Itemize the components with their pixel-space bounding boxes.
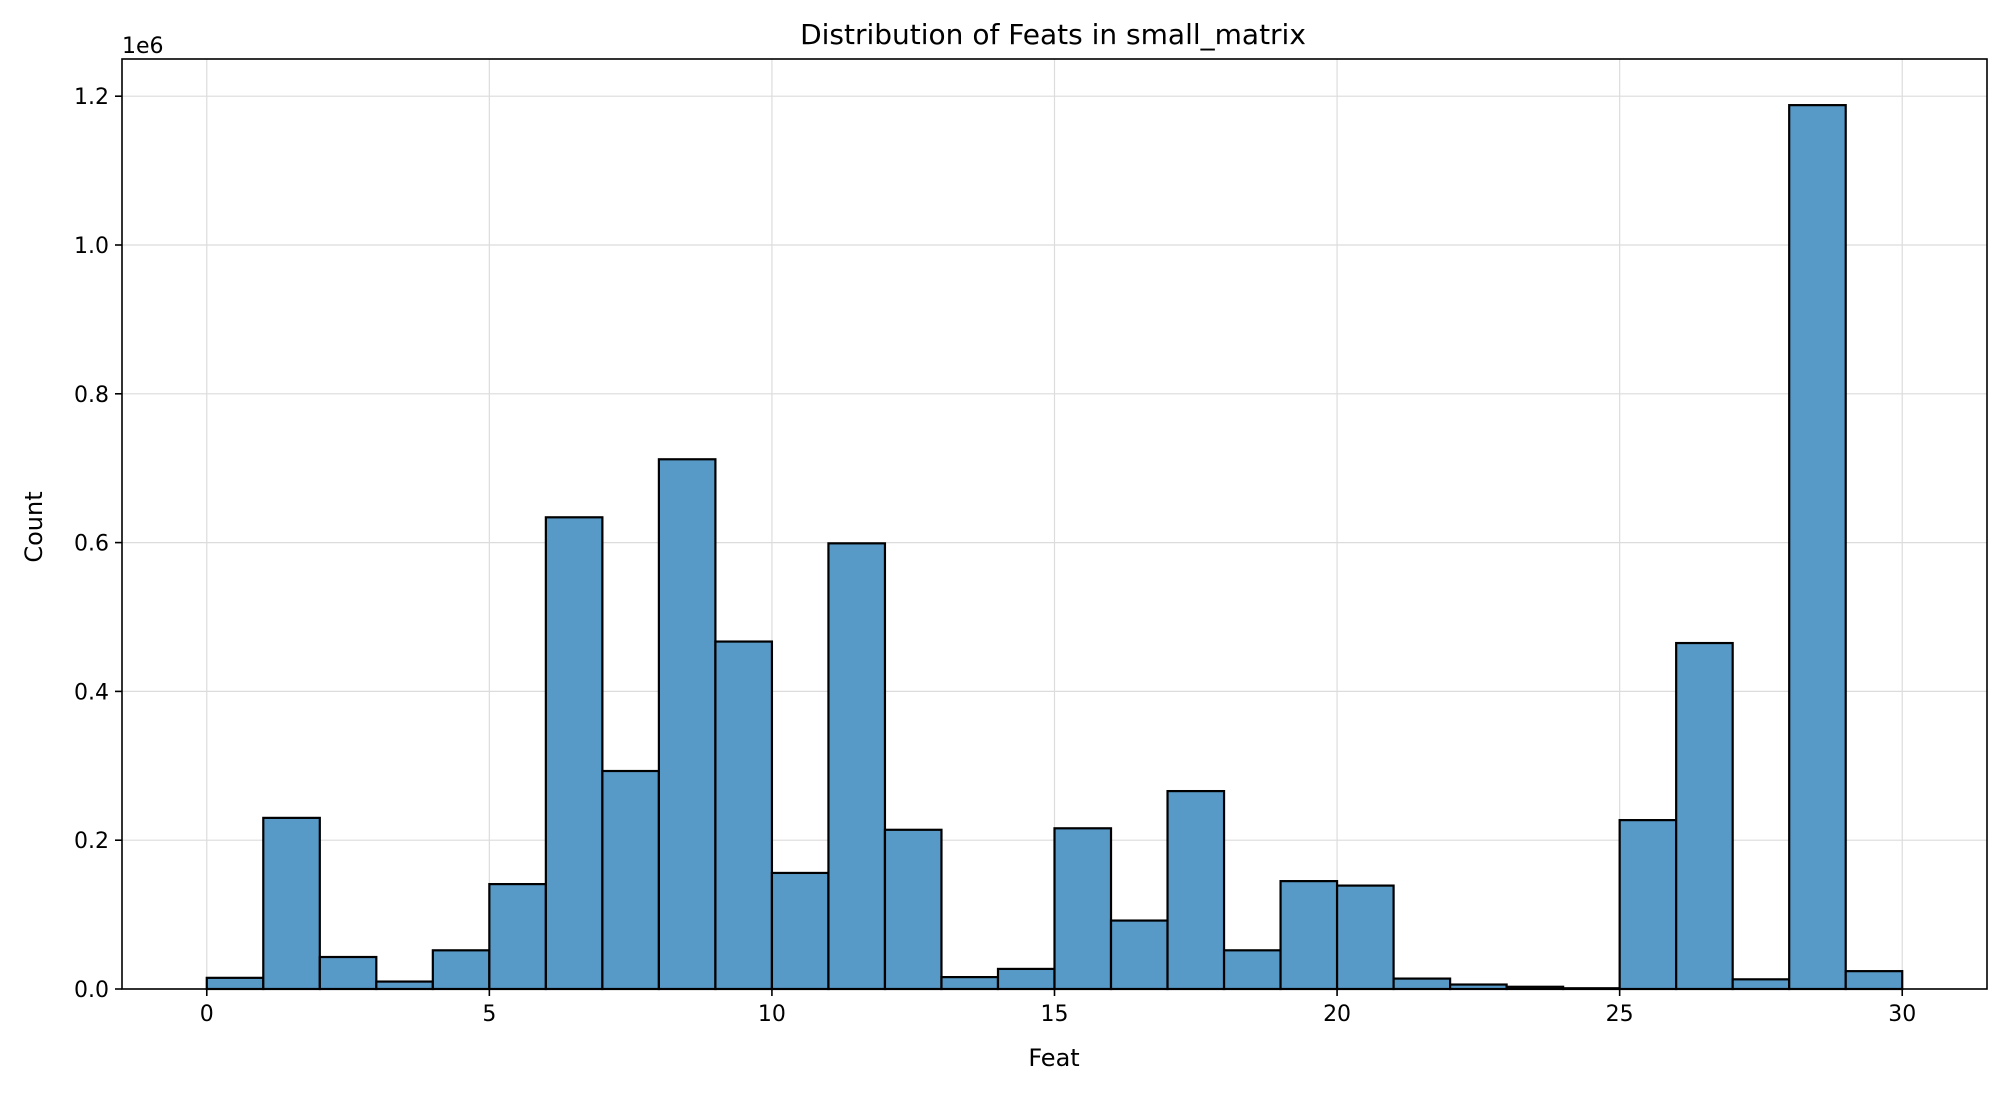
histogram-bar-16 <box>1109 919 1169 991</box>
histogram-bar-11 <box>827 542 887 991</box>
histogram-bar-27 <box>1731 978 1791 991</box>
y-tick-label-3: 0.6 <box>74 532 109 557</box>
y-axis-label: Count <box>20 491 48 562</box>
x-axis-label: Feat <box>1028 1044 1079 1072</box>
y-offset-label: 1e6 <box>122 34 164 59</box>
x-ticks: 0 5 10 15 20 25 30 <box>200 989 1916 1027</box>
histogram-bar-3 <box>375 980 434 991</box>
x-tick-label-4: 20 <box>1323 1002 1351 1027</box>
histogram-bar-6 <box>544 516 604 991</box>
histogram-bar-15 <box>1053 827 1113 991</box>
x-tick-label-3: 15 <box>1041 1002 1069 1027</box>
y-ticks: 0.0 0.2 0.4 0.6 0.8 1.0 1.2 <box>74 85 122 1003</box>
histogram-bar-1 <box>262 816 321 991</box>
histogram-bar-29 <box>1844 970 1904 991</box>
x-tick-label-0: 0 <box>200 1002 214 1027</box>
histogram-bar-7 <box>601 769 660 991</box>
y-tick-label-6: 1.2 <box>74 85 109 110</box>
histogram-bar-19 <box>1279 880 1339 991</box>
histogram-bar-4 <box>431 949 491 991</box>
histogram-bar-17 <box>1166 789 1226 991</box>
histogram-bar-20 <box>1335 884 1395 991</box>
histogram-bar-9 <box>714 640 774 991</box>
histogram-bar-12 <box>883 828 943 991</box>
y-tick-label-5: 1.0 <box>74 234 109 259</box>
histogram-bar-14 <box>996 967 1056 991</box>
histogram-bar-21 <box>1392 977 1452 991</box>
x-tick-label-5: 25 <box>1606 1002 1634 1027</box>
histogram-bar-5 <box>488 882 547 991</box>
histogram-bar-28 <box>1788 104 1847 991</box>
x-tick-label-6: 30 <box>1888 1002 1916 1027</box>
y-tick-label-1: 0.2 <box>74 829 109 854</box>
y-tick-label-0: 0.0 <box>74 978 109 1003</box>
histogram-bar-25 <box>1618 819 1678 991</box>
y-tick-label-2: 0.4 <box>74 680 109 705</box>
histogram-bar-10 <box>770 871 830 991</box>
histogram-bar-26 <box>1675 641 1734 991</box>
histogram-bar-18 <box>1222 949 1282 991</box>
y-tick-label-4: 0.8 <box>74 383 109 408</box>
histogram-bar-0 <box>205 976 265 991</box>
x-tick-label-2: 10 <box>758 1002 786 1027</box>
histogram-bar-13 <box>940 975 1000 991</box>
histogram-bar-8 <box>657 458 717 991</box>
chart-title: Distribution of Feats in small_matrix <box>800 18 1306 51</box>
histogram-bar-2 <box>318 955 378 991</box>
x-tick-label-1: 5 <box>482 1002 496 1027</box>
